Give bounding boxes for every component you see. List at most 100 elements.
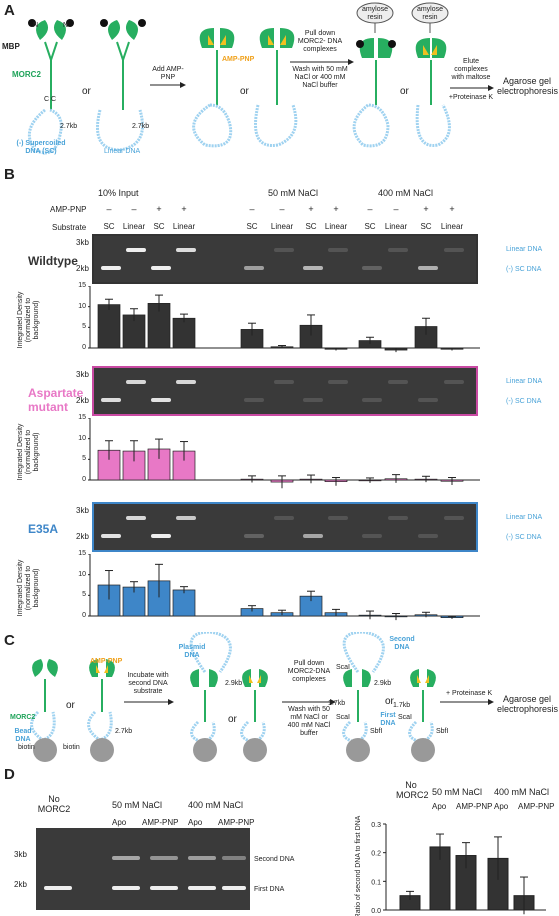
kb2-label: 2kb: [76, 264, 89, 273]
group-label: 50 mM NaCl: [268, 188, 319, 198]
substrate-cell: SC: [153, 222, 165, 231]
gel-band: [303, 266, 323, 270]
or-label: or: [66, 700, 75, 711]
gel-image: [92, 234, 478, 284]
morc2-closed-icon: [259, 28, 295, 105]
y-tick-label: 5: [82, 455, 86, 463]
y-tick-label: 0.3: [371, 822, 381, 829]
or-label: or: [82, 86, 91, 97]
morc2-closed-icon: [199, 28, 235, 105]
ampnp-cell: –: [106, 204, 112, 214]
first-dna-key: First DNA: [254, 886, 285, 893]
ampnp-label: AMP-PNP: [90, 658, 123, 665]
substrate-row-label: Substrate: [52, 223, 87, 232]
linear-dna-label: Linear DNA: [104, 148, 141, 155]
kb2-label: 2kb: [14, 880, 27, 889]
ampnp-label: AMP-PNP: [218, 818, 255, 827]
second-dna-label: Second DNA: [389, 636, 415, 651]
kb3-label: 3kb: [76, 238, 89, 247]
kb-label: 2.7kb: [60, 123, 78, 130]
y-tick-label: 0.1: [371, 879, 381, 886]
panel-label-c: C: [4, 632, 15, 649]
nacl50-label: 50 mM NaCl: [112, 800, 163, 810]
sc-dna-key: (-) SC DNA: [506, 534, 542, 541]
kb2-label: 2kb: [76, 396, 89, 405]
bar: [97, 304, 121, 349]
amylose-resin-label: amylose resin: [361, 6, 389, 21]
wash-label: Wash with 50 mM NaCl or 400 mM NaCl buff…: [287, 706, 331, 737]
or-label: or: [400, 86, 409, 97]
gel-band: [274, 248, 294, 252]
scai-label: ScaI: [336, 664, 351, 671]
gel-band: [101, 534, 121, 538]
ampnp-cell: –: [393, 204, 399, 214]
n-label: N: [33, 22, 39, 29]
gel-band: [362, 534, 382, 538]
no-morc2-label: No MORC2: [37, 794, 71, 814]
amylose-resin-label: amylose resin: [416, 6, 444, 21]
ampnp-cell: +: [308, 204, 314, 214]
second-dna-key: Second DNA: [254, 856, 295, 863]
kb-label: 1.7kb: [393, 702, 411, 709]
gel-band: [444, 516, 464, 520]
bar: [172, 317, 196, 349]
sc-dna-icon: [27, 108, 63, 155]
gel-band: [388, 516, 408, 520]
strep-bead-icon: [33, 738, 57, 762]
substrate-cell: SC: [420, 222, 432, 231]
sc-dna-key: (-) SC DNA: [506, 266, 542, 273]
gel-band: [244, 534, 264, 538]
ampnp-label: AMP-PNP: [142, 818, 179, 827]
sbfi-label: SbfI: [370, 728, 383, 735]
y-tick-label: 0: [82, 476, 86, 483]
substrate-cell: Linear: [270, 222, 294, 231]
add-ampnp-label: Add AMP-PNP: [152, 66, 184, 81]
nacl50-label-chart: 50 mM NaCl: [432, 787, 483, 797]
gel-band: [328, 248, 348, 252]
bar-chart: [88, 554, 480, 621]
plasmid-dna-label: Plasmid DNA: [178, 644, 206, 659]
panel-label-a: A: [4, 2, 15, 19]
substrate-cell: Linear: [384, 222, 408, 231]
gel-band: [176, 516, 196, 520]
y-tick-label: 5: [82, 591, 86, 599]
y-tick-label: 10: [78, 302, 86, 310]
elute-label: Elute complexes with maltose: [451, 58, 491, 81]
substrate-cell: Linear: [440, 222, 464, 231]
panel-label-d: D: [4, 766, 15, 783]
y-axis-label: Integrated Density (normalized to backgr…: [17, 423, 40, 481]
block-title: E35A: [28, 522, 59, 536]
gel-band: [244, 266, 264, 270]
apo-label: Apo: [188, 818, 203, 827]
substrate-cell: SC: [246, 222, 258, 231]
ampnp-cell: +: [181, 204, 187, 214]
substrate-cell: Linear: [122, 222, 146, 231]
or-label: or: [228, 714, 237, 725]
scai-label: ScaI: [398, 714, 413, 721]
nacl400-label-chart: 400 mM NaCl: [494, 787, 550, 797]
panel-a-drawing: [27, 2, 494, 155]
gel-band: [303, 398, 323, 402]
y-tick-label: 0: [82, 612, 86, 619]
morc2-dimer-icon: [100, 19, 146, 110]
gel-band: [388, 380, 408, 384]
sc-dna-key: (-) SC DNA: [506, 398, 542, 405]
substrate-cell: Linear: [172, 222, 196, 231]
y-tick-label: 0.0: [371, 908, 381, 915]
gel-band: [328, 516, 348, 520]
cc-label: C C: [44, 96, 57, 103]
nacl400-label: 400 mM NaCl: [188, 800, 244, 810]
linear-dna-key: Linear DNA: [506, 246, 543, 253]
scai-label: ScaI: [336, 714, 351, 721]
y-axis-label: Integrated Density (normalized to backgr…: [17, 559, 40, 617]
y-axis-label: Ratio of second DNA to first DNA: [355, 815, 362, 916]
gel-image-d: [36, 828, 250, 910]
kb2-label: 2kb: [76, 532, 89, 541]
morc2-label: MORC2: [10, 714, 36, 721]
ampnp-cell: –: [367, 204, 373, 214]
ampnp-cell: –: [279, 204, 285, 214]
y-tick-label: 10: [78, 570, 86, 578]
ampnp-cell: +: [156, 204, 162, 214]
kb3-label: 3kb: [76, 370, 89, 379]
group-label: 400 mM NaCl: [378, 188, 434, 198]
